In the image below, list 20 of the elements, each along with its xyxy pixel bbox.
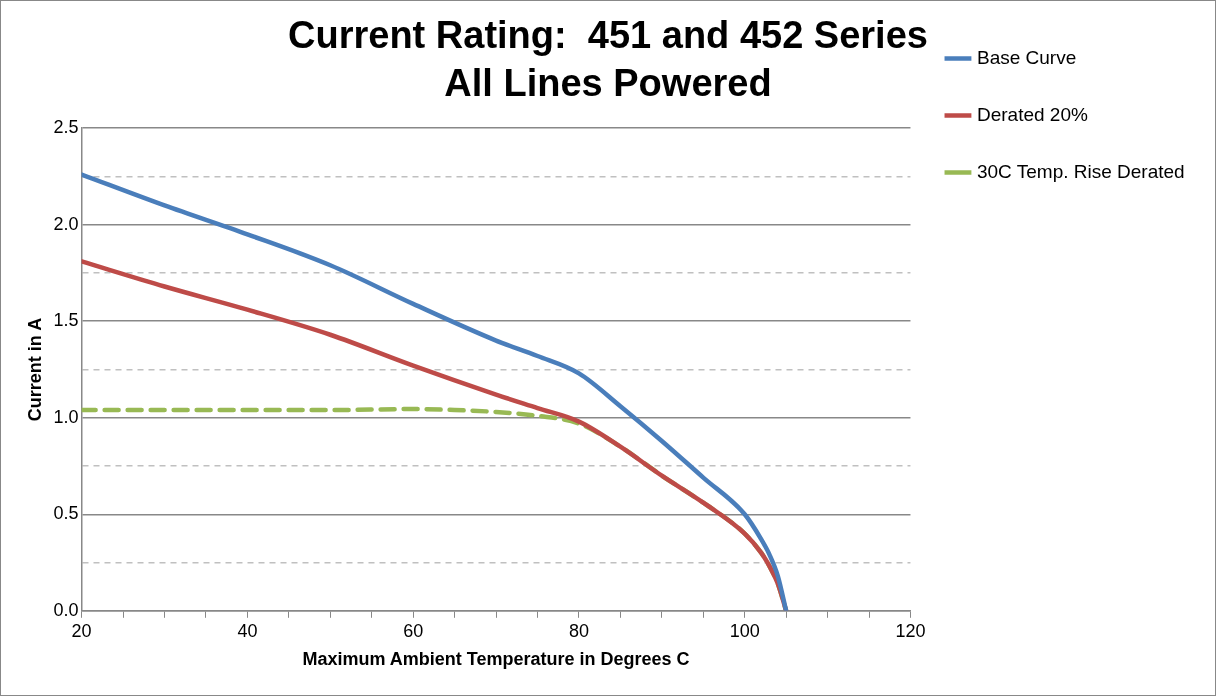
chart-title: Current Rating: 451 and 452 Series — [288, 14, 928, 57]
y-tick-label: 1.0 — [53, 406, 79, 427]
y-tick-label: 0.0 — [53, 599, 79, 620]
x-tick-label: 120 — [895, 620, 926, 641]
x-tick-label: 60 — [403, 620, 424, 641]
y-axis-title: Current in A — [24, 317, 45, 422]
line-series — [81, 172, 789, 611]
y-tick-label: 0.5 — [53, 503, 79, 524]
x-tick-label: 80 — [568, 620, 589, 641]
y-tick-label: 1.5 — [53, 310, 79, 331]
chart-subtitle: All Lines Powered — [444, 61, 772, 104]
legend-label: Derated 20% — [976, 103, 1088, 125]
y-tick-label: 2.0 — [53, 213, 79, 234]
x-tick-label: 40 — [237, 620, 258, 641]
legend-label: 30C Temp. Rise Derated — [976, 160, 1185, 182]
x-tick-label: 100 — [729, 620, 760, 641]
y-tick-label: 2.5 — [53, 117, 79, 138]
x-tick-label: 20 — [71, 620, 92, 641]
x-axis-title: Maximum Ambient Temperature in Degrees C — [302, 649, 690, 670]
legend-label: Base Curve — [976, 46, 1077, 68]
